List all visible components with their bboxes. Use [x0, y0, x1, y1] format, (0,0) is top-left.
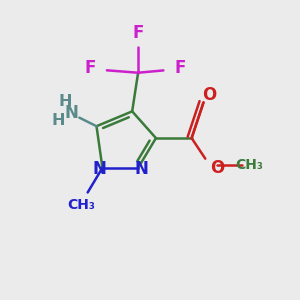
Text: N: N — [134, 160, 148, 178]
Text: F: F — [174, 59, 185, 77]
Text: O: O — [202, 86, 217, 104]
Text: H: H — [51, 113, 64, 128]
Text: H: H — [58, 94, 72, 110]
Text: CH₃: CH₃ — [68, 198, 96, 212]
Text: O: O — [210, 159, 224, 177]
Text: N: N — [64, 104, 78, 122]
Text: CH₃: CH₃ — [236, 158, 263, 172]
Text: F: F — [85, 59, 96, 77]
Text: F: F — [132, 24, 144, 42]
Text: N: N — [92, 160, 106, 178]
